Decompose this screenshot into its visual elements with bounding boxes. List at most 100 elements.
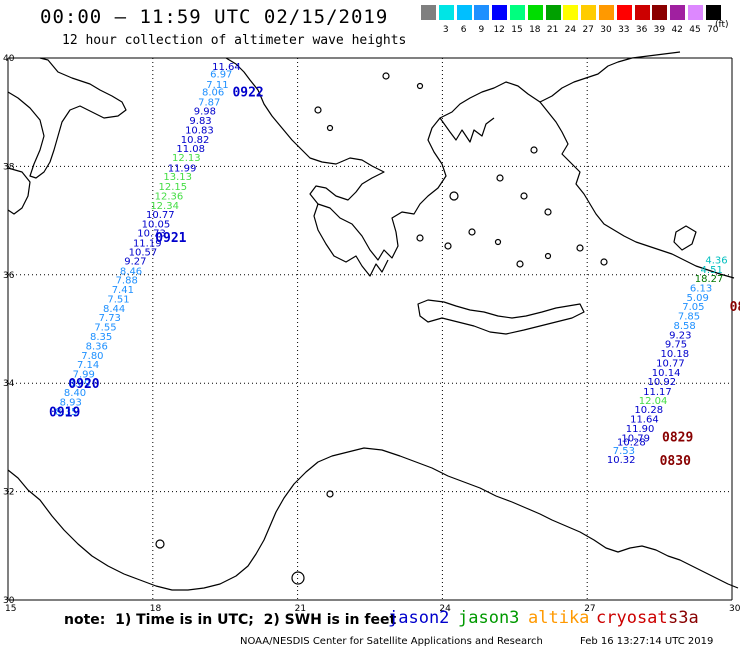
legend-swatch [688,5,703,20]
wave-height-label: 11.17 [643,387,672,398]
island [544,208,552,216]
wave-height-label: 18.27 [695,274,724,285]
wave-height-label: 10.28 [634,405,663,416]
legend-swatch [670,5,686,20]
lat-tick-label: 40 [3,54,15,64]
legend-label: 12 [493,25,505,35]
island [520,192,528,200]
wave-height-label: 12.36 [155,192,184,203]
legend-label: 9 [478,25,485,35]
wave-height-label: 9.98 [194,107,216,118]
wave-height-label: 8.35 [55,407,77,418]
satellite-s3a: s3a [668,608,699,628]
legend-swatch [705,5,721,20]
legend-swatch [616,5,632,20]
lon-tick-label: 21 [295,604,306,614]
wave-height-label: 8.93 [60,398,82,409]
legend-swatch [581,5,597,20]
legend-label: 42 [671,25,683,35]
legend-swatch [545,5,561,20]
wave-height-label: 10.77 [656,359,685,370]
legend-label: 33 [618,25,630,35]
chalkidiki [439,117,495,143]
lon-tick-label: 30 [729,604,740,614]
satellite-altika: altika [528,608,590,628]
legend-swatch [563,5,579,20]
wave-height-label: 7.80 [81,351,103,362]
wave-height-label: 7.53 [613,446,635,457]
wave-height-label: 10.57 [129,247,158,258]
lon-tick-label: 15 [5,604,16,614]
wave-height-label: 12.13 [172,153,201,164]
island [382,72,390,80]
italy-coast [7,57,127,179]
sicily-coast [7,167,31,215]
coastlines [7,51,739,591]
wave-height-label: 8.58 [674,321,696,332]
island [326,490,334,498]
footer-credit: NOAA/NESDIS Center for Satellite Applica… [240,636,543,647]
wave-height-label: 9.27 [124,257,146,268]
wave-height-label: 6.97 [210,70,232,81]
legend-unit: (ft) [715,20,729,30]
legend-swatch [527,5,543,20]
map-note: note: 1) Time is in UTC; 2) SWH is in fe… [64,612,397,628]
wave-height-label: 8.36 [86,341,108,352]
wave-height-label: 10.83 [185,126,214,137]
legend-label: 15 [511,25,523,35]
wave-height-label: 10.79 [621,433,650,444]
island [496,174,504,182]
legend-label: 27 [582,25,594,35]
legend-swatch [634,5,650,20]
legend-label: 39 [653,25,666,35]
legend-swatch [652,5,668,20]
wave-height-label: 11.08 [176,144,205,155]
wave-height-label: 7.99 [73,369,95,380]
island [291,571,305,585]
island [494,238,502,246]
wave-height-label: 10.92 [647,377,676,388]
wave-height-label: 11.90 [626,424,655,435]
satellite-jason2: jason2 [388,608,450,628]
wave-height-label: 8.46 [120,266,142,277]
pass-time-label: 0830 [660,454,691,469]
legend-swatch [456,5,472,20]
map-title: 00:00 – 11:59 UTC 02/15/2019 [40,6,389,28]
island [544,252,552,260]
wave-height-label: 7.11 [206,80,228,91]
legend-label: 36 [635,25,648,35]
pass-time-label: 0921 [155,231,186,246]
wave-height-label: 12.34 [150,201,179,212]
turkey-coast [539,101,735,279]
wave-height-label: 10.77 [146,210,175,221]
pass-time-label: 082 [730,300,740,315]
wave-height-label: 7.73 [99,313,121,324]
wave-height-label: 6.13 [690,283,712,294]
wave-height-label: 7.88 [116,276,138,287]
lon-tick-label: 27 [584,604,595,614]
wave-height-label: 7.55 [94,322,116,333]
legend-swatch [474,5,490,20]
wave-height-label: 12.04 [639,396,668,407]
pass-time-label: 0920 [68,377,99,392]
lon-tick-label: 18 [150,604,162,614]
peloponnese [313,203,389,277]
wave-height-label: 7.87 [198,97,220,108]
wave-height-label: 7.85 [678,311,700,322]
wave-height-label: 7.05 [682,302,704,313]
legend-swatch [421,5,436,20]
legend-label: 3 [442,25,449,35]
pass-time-label: 0922 [232,86,263,101]
wave-height-label: 8.06 [202,88,224,99]
legend-swatch [438,5,454,20]
wave-height-label: 8.35 [90,332,112,343]
island [416,82,424,90]
legend-label: 6 [460,25,467,35]
crete [417,299,585,335]
island [576,244,584,252]
pass-time-label: 0829 [662,430,693,445]
legend-label: 70 [707,25,719,35]
legend-label: 18 [529,25,541,35]
rhodes [673,225,697,251]
lat-tick-label: 30 [3,596,15,606]
